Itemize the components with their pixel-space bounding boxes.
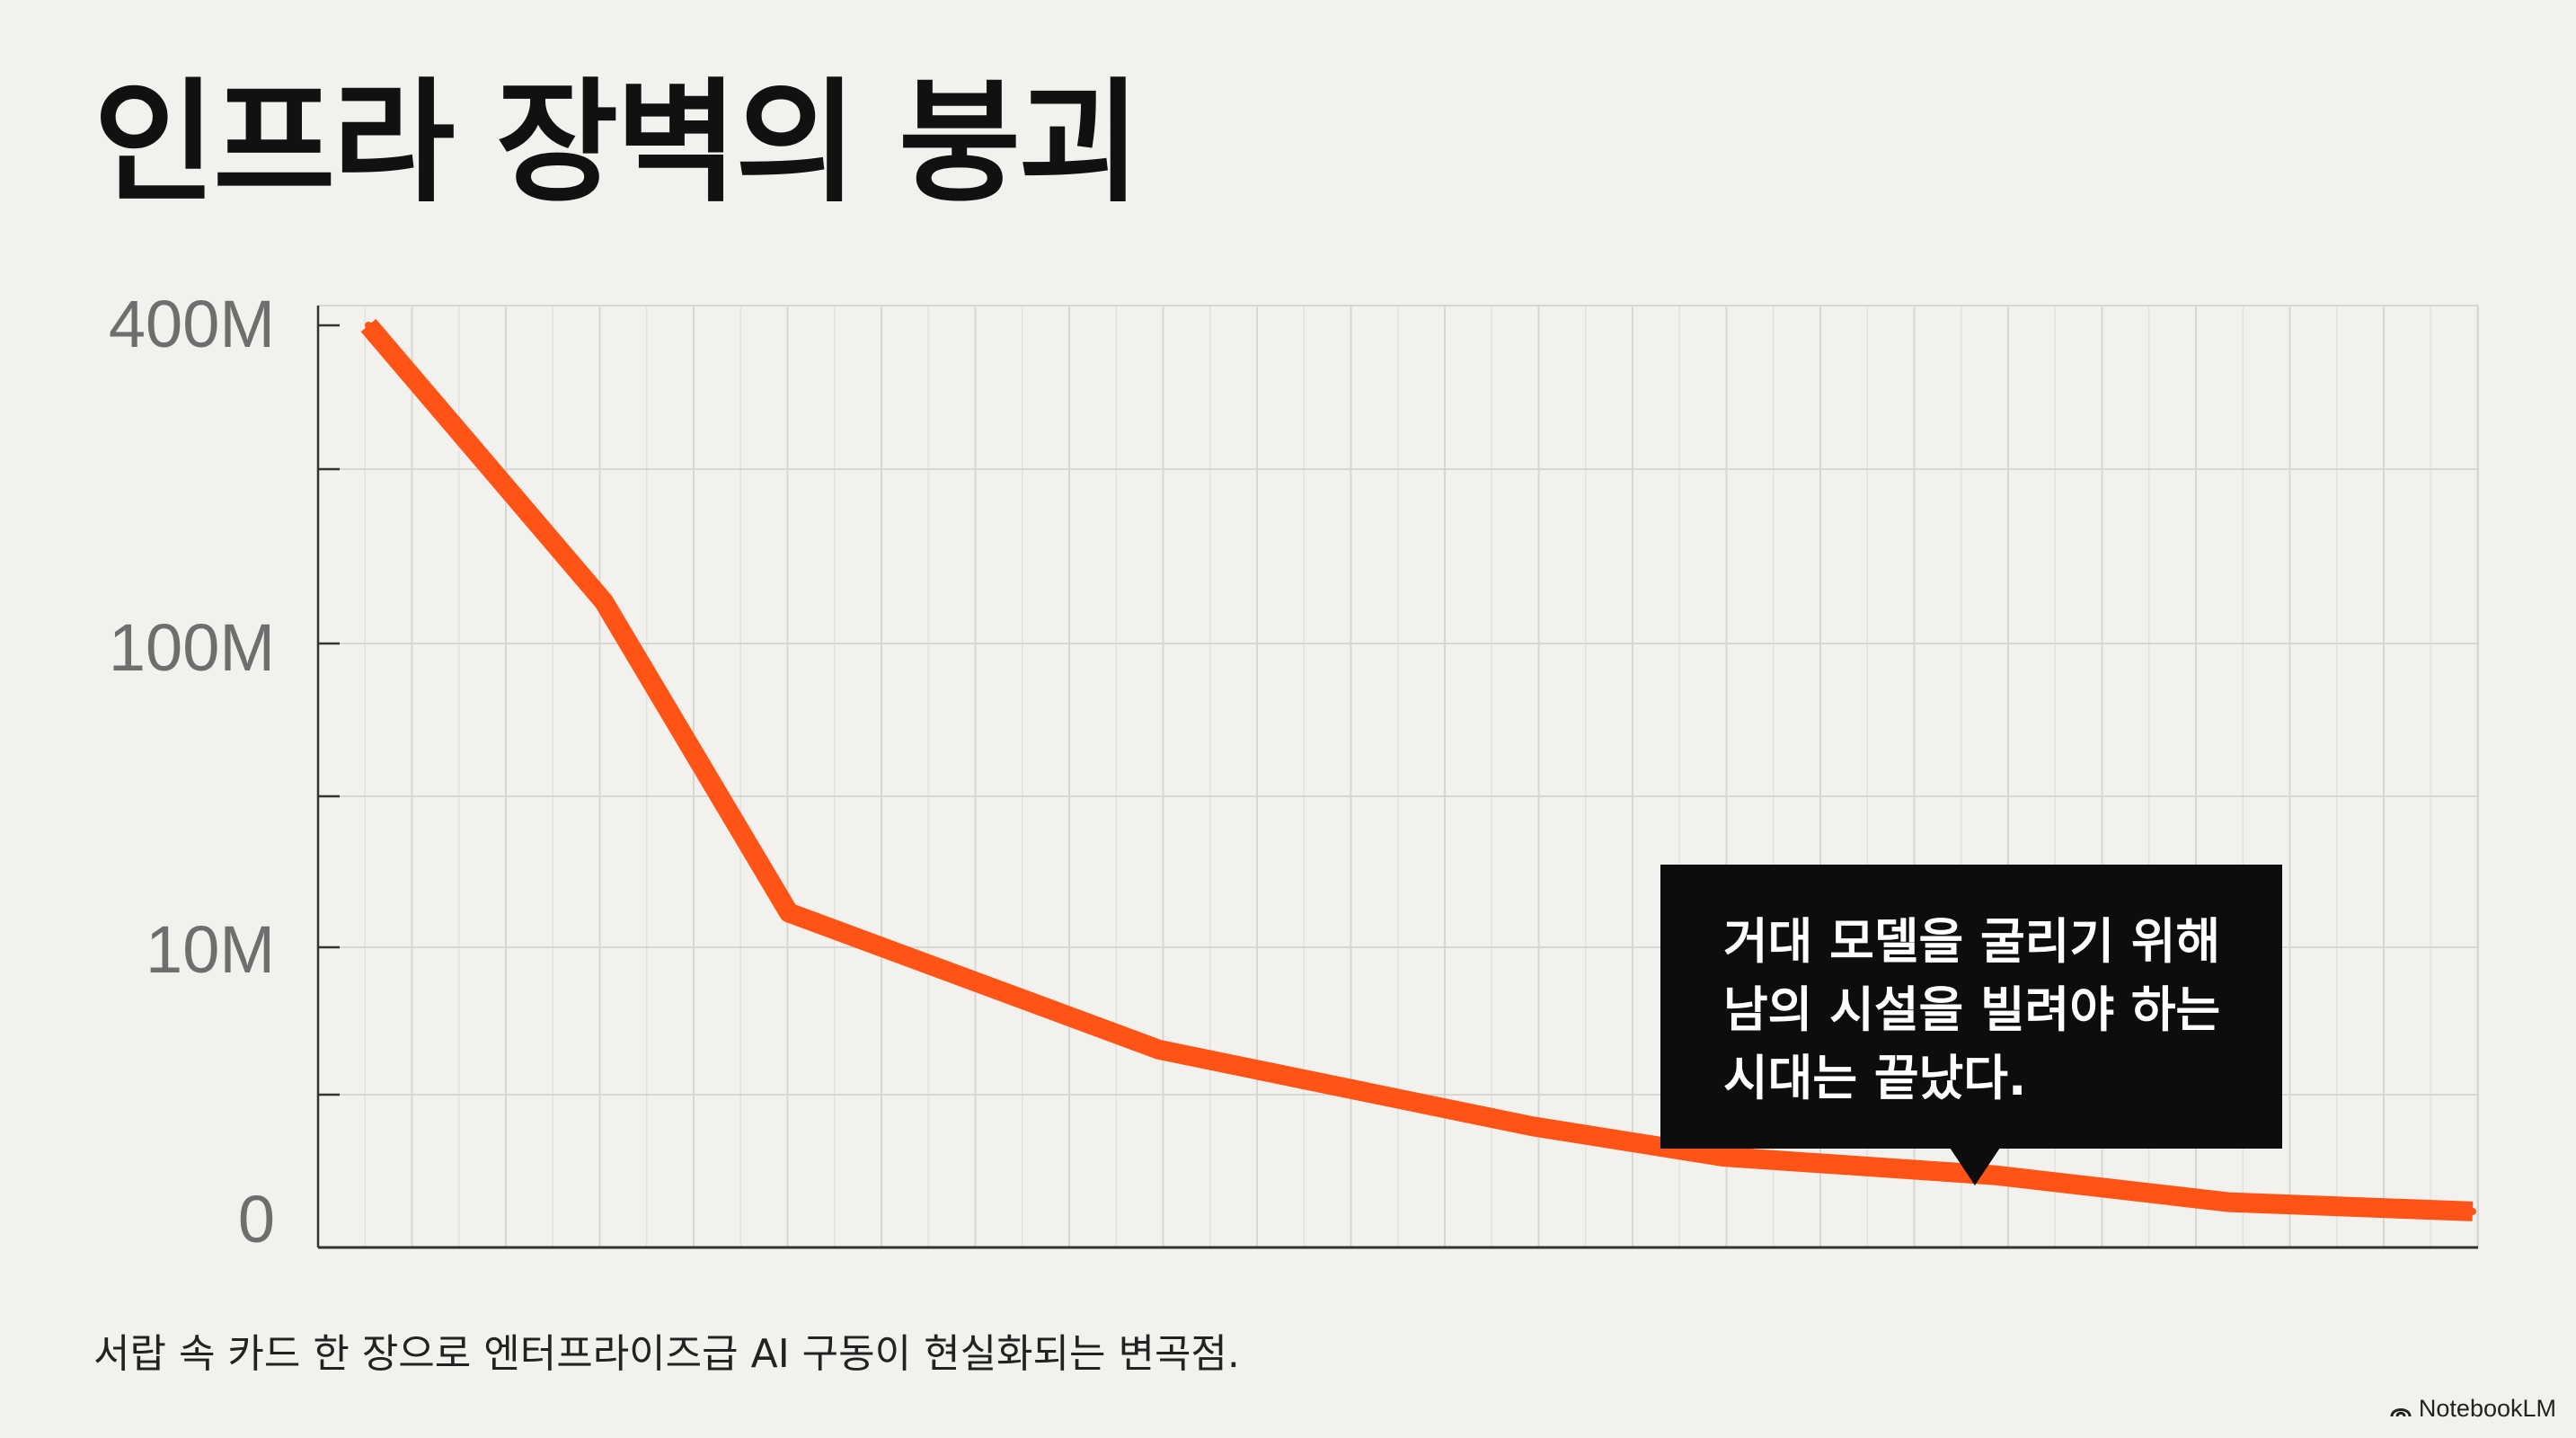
y-tick-label: 400M [109,287,275,361]
footer-caption: 서랍 속 카드 한 장으로 엔터프라이즈급 AI 구동이 현실화되는 변곡점. [93,1331,1240,1377]
chart-axes [316,306,2478,1249]
chart-series [360,318,2476,1221]
notebooklm-logo-icon [2390,1408,2412,1417]
y-tick-label: 0 [238,1182,275,1256]
y-tick-labels: 400M 100M 10M 0 [109,287,275,1256]
data-point [785,909,792,917]
page-title: 인프라 장벽의 붕괴 [93,66,1140,220]
callout-pointer [1950,1148,2000,1185]
watermark: NotebookLM [2390,1395,2556,1423]
data-point [2469,1207,2476,1215]
data-point [1155,1045,1163,1053]
data-point [365,322,372,329]
y-tick-label: 100M [109,610,275,685]
data-point [600,598,607,606]
data-point [1720,1153,1727,1161]
data-point [1528,1123,1536,1131]
callout-box: 거대 모델을 굴리기 위해 남의 시설을 빌려야 하는 시대는 끝났다. [1660,865,2282,1149]
callout-line: 거대 모델을 굴리기 위해 [1723,913,2221,970]
callout-line: 남의 시설을 빌려야 하는 [1723,981,2221,1038]
y-tick-label: 10M [146,912,275,987]
callout-line: 시대는 끝났다. [1723,1050,2027,1106]
watermark-text: NotebookLM [2418,1395,2556,1422]
data-point [2225,1198,2232,1206]
